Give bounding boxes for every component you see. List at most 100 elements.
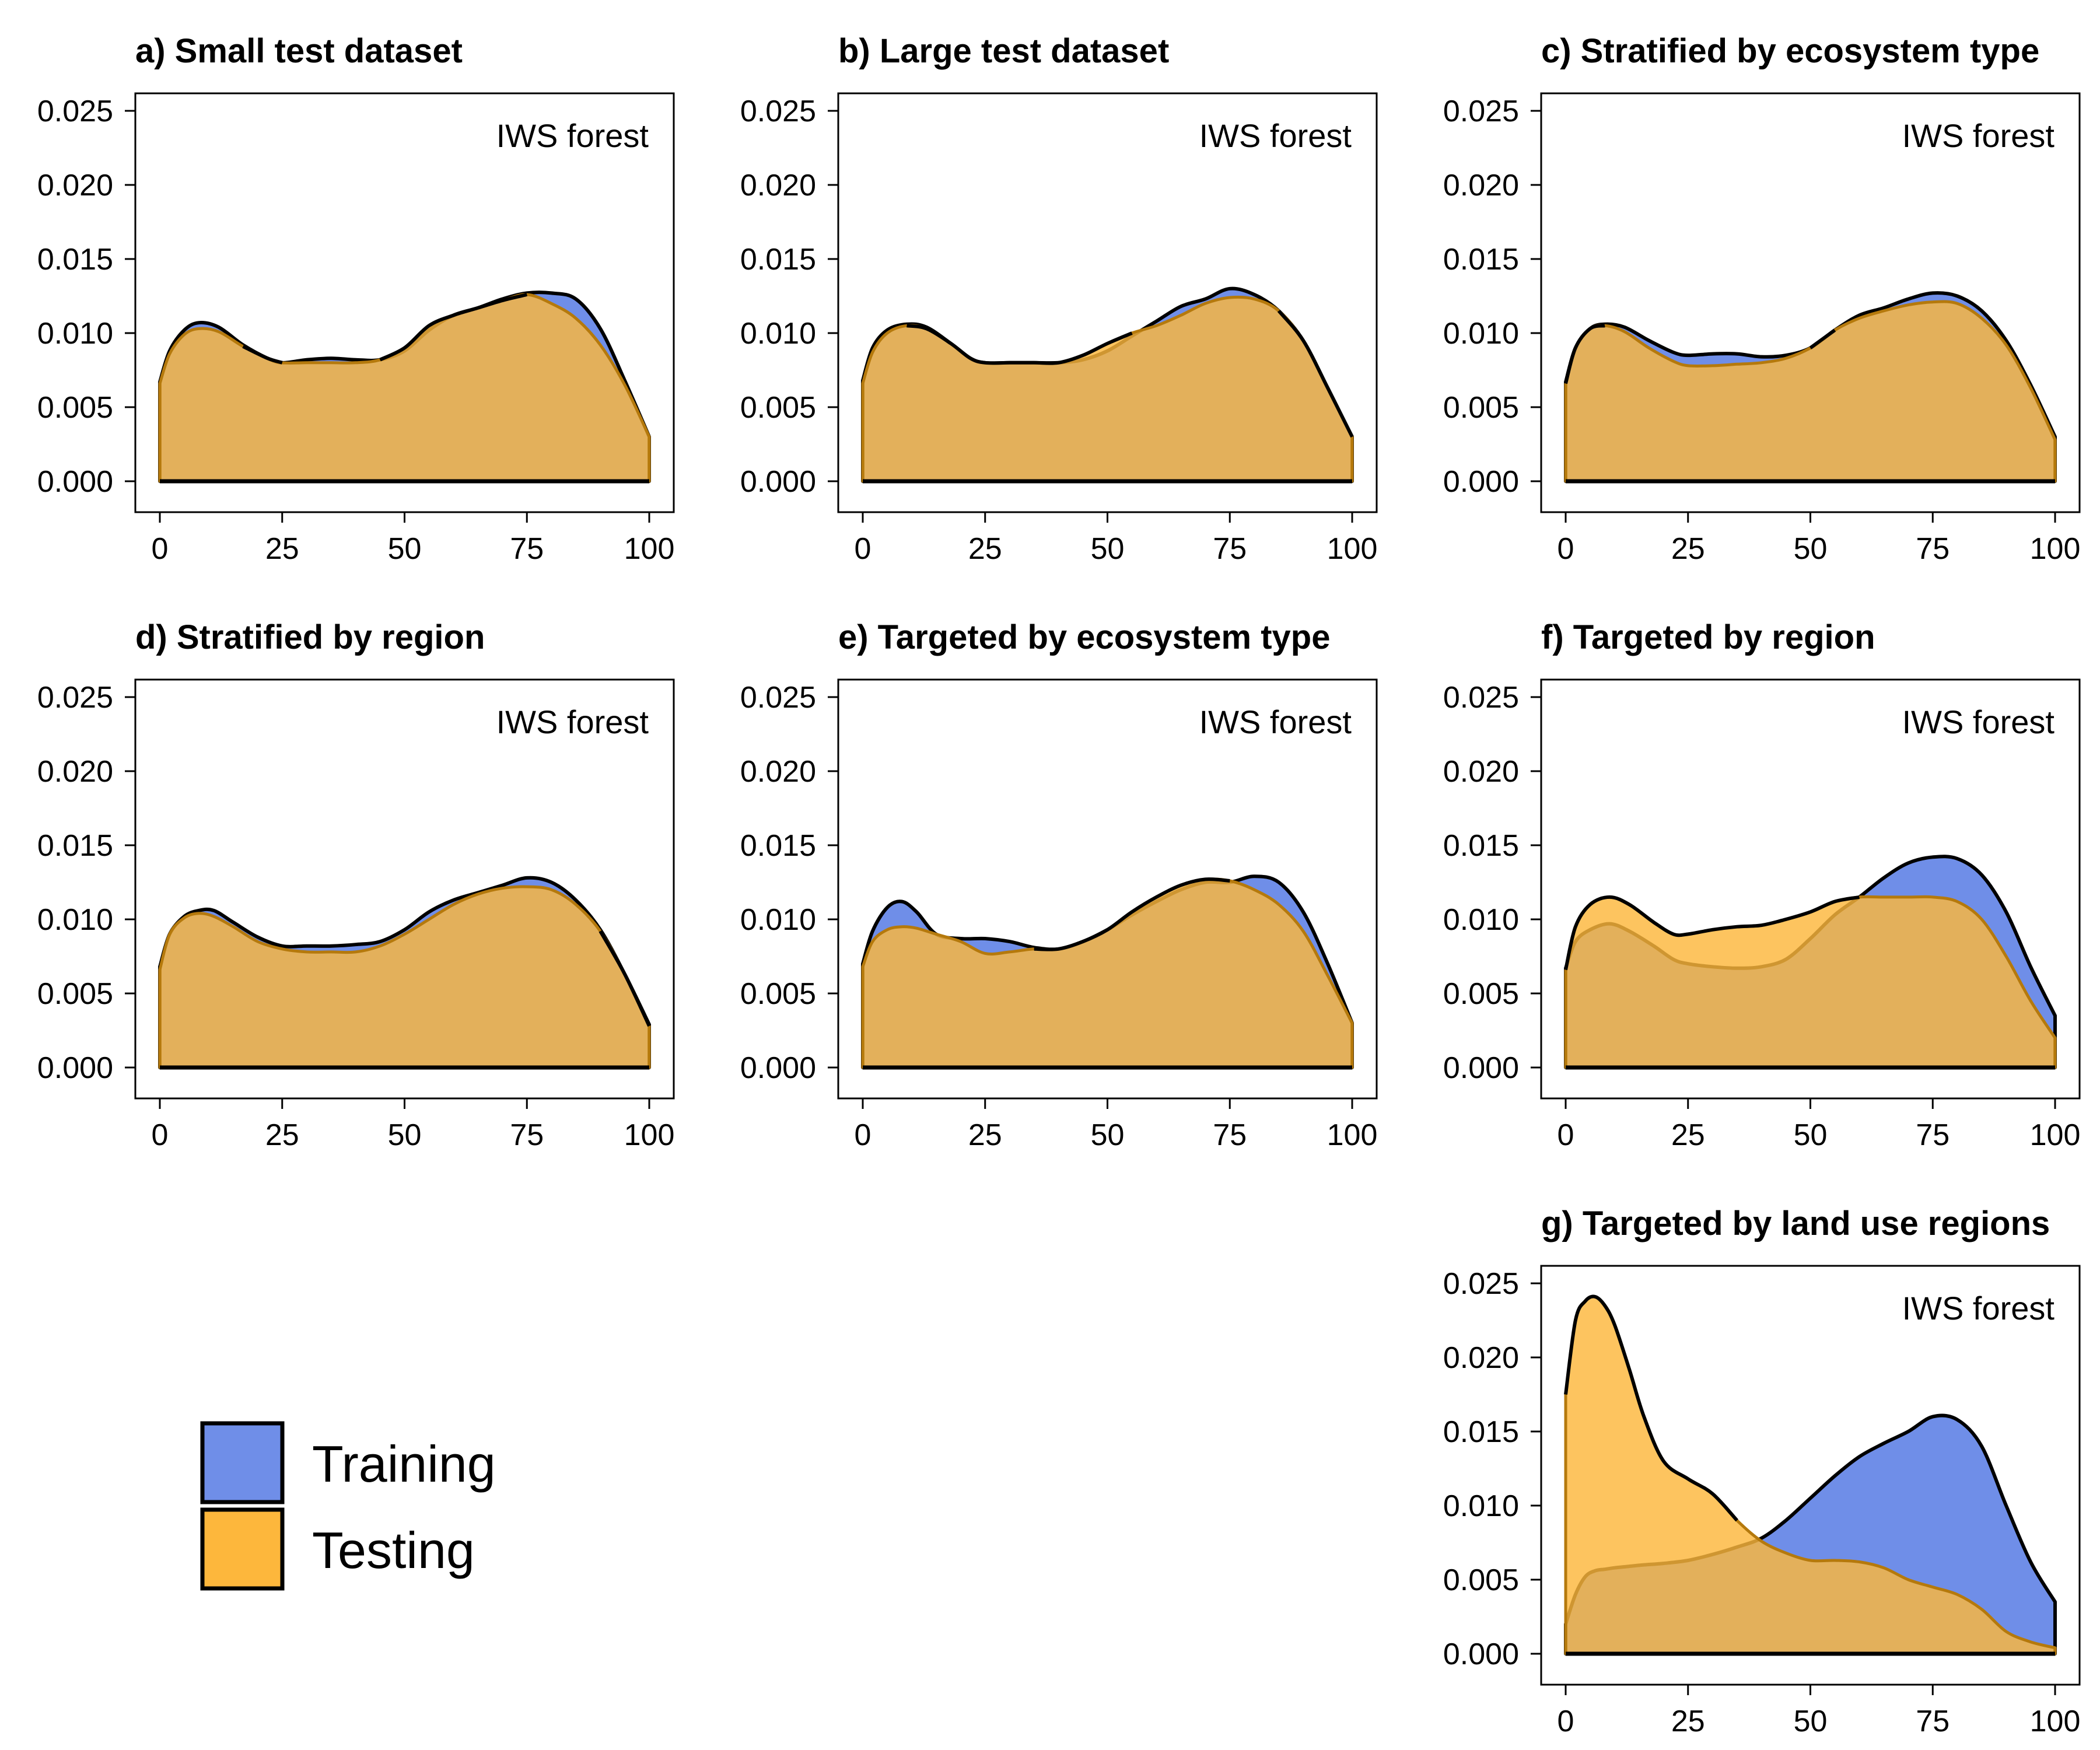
legend-label-testing: Testing (312, 1521, 475, 1579)
density-outline-testing (1034, 877, 1230, 951)
y-tick-label: 0.010 (740, 317, 816, 351)
y-tick-label: 0.000 (1443, 1051, 1519, 1085)
panel-title: g) Targeted by land use regions (1541, 1205, 2050, 1242)
panel-annotation: IWS forest (1199, 704, 1352, 740)
x-tick-label: 50 (1794, 1118, 1828, 1152)
y-tick-label: 0.000 (37, 465, 113, 499)
legend: Training Testing (200, 1421, 496, 1591)
x-tick-label: 25 (968, 1118, 1002, 1152)
x-tick-label: 75 (1916, 1704, 1950, 1738)
y-tick-label: 0.025 (37, 681, 113, 715)
legend-label-training: Training (312, 1435, 496, 1493)
y-tick-label: 0.025 (740, 681, 816, 715)
panels-layer: a) Small test dataset 0.000 0.005 0.010 0.01… (37, 32, 2081, 1738)
y-tick-label: 0.005 (1443, 977, 1519, 1011)
y-tick-label: 0.010 (1443, 317, 1519, 351)
y-tick-label: 0.005 (740, 977, 816, 1011)
density-outline-testing (1564, 324, 1605, 384)
y-tick-label: 0.025 (1443, 1267, 1519, 1301)
x-tick-label: 50 (1091, 1118, 1125, 1152)
x-tick-label: 75 (510, 1118, 544, 1152)
y-tick-label: 0.010 (1443, 903, 1519, 937)
panel-title: e) Targeted by ecosystem type (838, 618, 1330, 656)
x-tick-label: 100 (624, 1118, 675, 1152)
panel-4: d) Stratified by region 0.000 0.005 0.010 0.… (37, 618, 675, 1152)
x-tick-label: 75 (1916, 532, 1950, 566)
density-outline-testing (1809, 328, 1836, 349)
x-tick-label: 75 (1916, 1118, 1950, 1152)
x-tick-label: 100 (624, 532, 675, 566)
x-tick-label: 25 (265, 532, 299, 566)
y-tick-label: 0.010 (1443, 1489, 1519, 1523)
y-tick-label: 0.000 (740, 465, 816, 499)
x-tick-label: 25 (265, 1118, 299, 1152)
x-tick-label: 75 (1213, 1118, 1247, 1152)
density-area-testing (861, 295, 1354, 483)
y-tick-label: 0.020 (1443, 169, 1519, 202)
y-tick-label: 0.025 (1443, 681, 1519, 715)
x-tick-label: 25 (1671, 1704, 1705, 1738)
legend-swatch-training (200, 1421, 285, 1504)
y-tick-label: 0.010 (37, 317, 113, 351)
density-outline-testing (1277, 309, 1354, 438)
x-tick-label: 50 (1794, 532, 1828, 566)
x-tick-label: 0 (855, 1118, 872, 1152)
y-tick-label: 0.020 (740, 169, 816, 202)
panel-annotation: IWS forest (1902, 117, 2055, 154)
x-tick-label: 100 (1327, 532, 1378, 566)
y-tick-label: 0.015 (37, 243, 113, 276)
y-tick-label: 0.020 (37, 755, 113, 789)
density-area-testing (1564, 300, 2057, 483)
y-tick-label: 0.015 (740, 829, 816, 863)
y-tick-label: 0.005 (37, 391, 113, 425)
y-tick-label: 0.000 (37, 1051, 113, 1085)
x-tick-label: 0 (1558, 1704, 1574, 1738)
x-tick-label: 0 (855, 532, 872, 566)
x-tick-label: 100 (1327, 1118, 1378, 1152)
panel-title: d) Stratified by region (135, 618, 485, 656)
panel-annotation: IWS forest (496, 117, 649, 154)
y-tick-label: 0.015 (1443, 243, 1519, 276)
x-tick-label: 25 (1671, 532, 1705, 566)
y-tick-label: 0.015 (37, 829, 113, 863)
density-area-testing (861, 877, 1354, 1069)
x-tick-label: 0 (1558, 1118, 1574, 1152)
y-tick-label: 0.025 (37, 94, 113, 128)
density-area-testing (158, 885, 651, 1069)
y-tick-label: 0.000 (1443, 1637, 1519, 1671)
x-tick-label: 0 (152, 532, 169, 566)
panel-3: c) Stratified by ecosystem type 0.000 0.00… (1443, 32, 2081, 566)
x-tick-label: 50 (388, 532, 422, 566)
panel-annotation: IWS forest (496, 704, 649, 740)
x-tick-label: 0 (1558, 532, 1574, 566)
y-tick-label: 0.020 (1443, 1341, 1519, 1375)
density-outline-testing (242, 345, 283, 365)
y-tick-label: 0.025 (1443, 94, 1519, 128)
y-tick-label: 0.020 (740, 755, 816, 789)
x-tick-label: 75 (1213, 532, 1247, 566)
y-tick-label: 0.015 (740, 243, 816, 276)
x-tick-label: 0 (152, 1118, 169, 1152)
x-tick-label: 25 (968, 532, 1002, 566)
x-tick-label: 100 (2030, 1118, 2081, 1152)
panel-annotation: IWS forest (1902, 1290, 2055, 1326)
y-tick-label: 0.010 (37, 903, 113, 937)
panel-annotation: IWS forest (1902, 704, 2055, 740)
density-outline-testing (1564, 895, 1860, 971)
panel-title: c) Stratified by ecosystem type (1541, 32, 2039, 70)
panel-1: a) Small test dataset 0.000 0.005 0.010 0.01… (37, 32, 675, 566)
density-area-testing (1564, 895, 2057, 1069)
panel-title: b) Large test dataset (838, 32, 1169, 70)
y-tick-label: 0.000 (740, 1051, 816, 1085)
y-tick-label: 0.025 (740, 94, 816, 128)
y-tick-label: 0.020 (37, 169, 113, 202)
density-outline-testing (379, 293, 528, 362)
x-tick-label: 100 (2030, 1704, 2081, 1738)
y-tick-label: 0.010 (740, 903, 816, 937)
x-tick-label: 100 (2030, 532, 2081, 566)
density-area-testing (158, 293, 651, 483)
x-tick-label: 50 (1091, 532, 1125, 566)
y-tick-label: 0.005 (37, 977, 113, 1011)
panel-title: a) Small test dataset (135, 32, 463, 70)
